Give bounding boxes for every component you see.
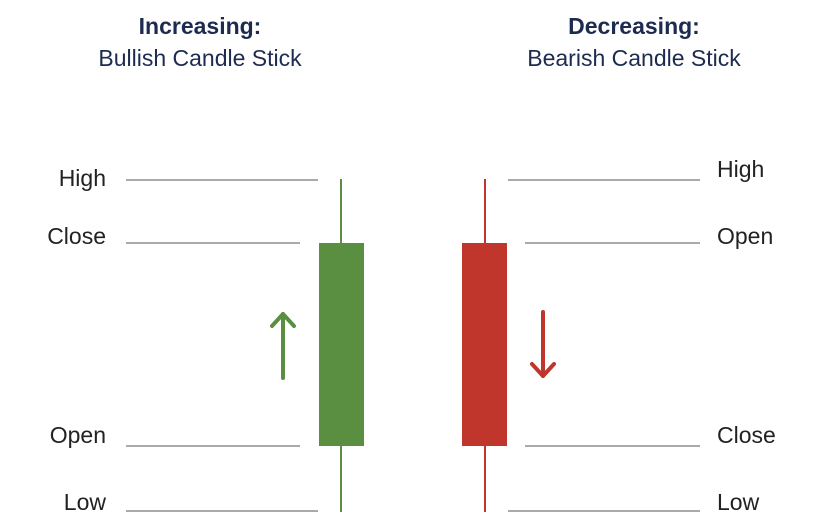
bullish-title: Increasing: Bullish Candle Stick	[30, 10, 370, 74]
bullish-heading: Increasing:	[138, 13, 262, 39]
bearish-candle-body	[462, 243, 507, 446]
bullish-open-label: Open	[50, 422, 106, 448]
bullish-candle-body	[319, 243, 364, 446]
bearish-close-label: Close	[717, 422, 776, 448]
bullish-low-label: Low	[64, 489, 107, 515]
bearish-low-label: Low	[717, 489, 760, 515]
down-arrow-icon	[530, 310, 556, 378]
bullish-subheading: Bullish Candle Stick	[98, 45, 302, 71]
bearish-title: Decreasing: Bearish Candle Stick	[464, 10, 804, 74]
up-arrow-icon	[270, 312, 296, 380]
bearish-heading: Decreasing:	[568, 13, 700, 39]
bullish-close-label: Close	[47, 223, 106, 249]
bearish-open-label: Open	[717, 223, 773, 249]
bearish-high-label: High	[717, 156, 764, 182]
bullish-high-label: High	[59, 165, 106, 191]
bearish-subheading: Bearish Candle Stick	[527, 45, 741, 71]
